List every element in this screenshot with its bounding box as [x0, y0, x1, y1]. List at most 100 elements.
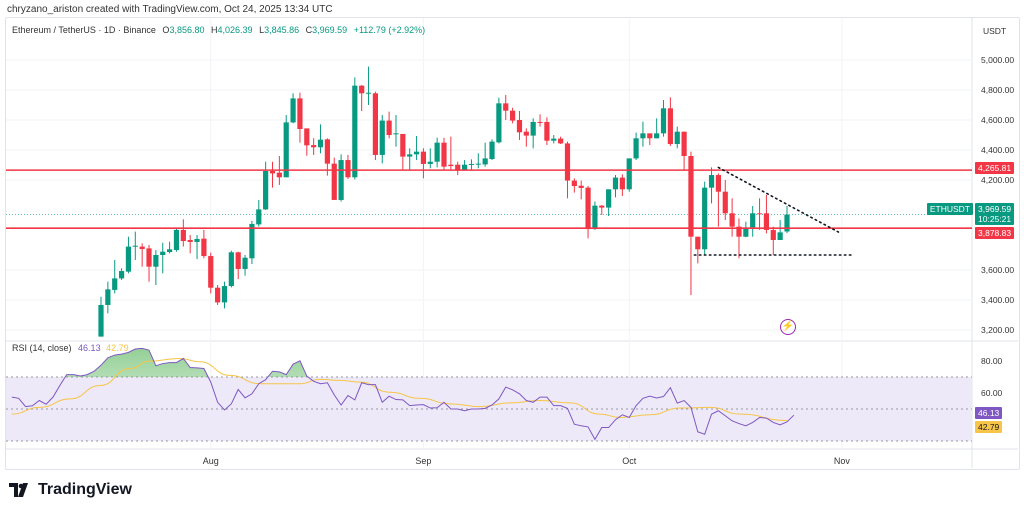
- candle-body: [722, 191, 728, 214]
- candle: [448, 136, 454, 170]
- candle: [400, 133, 406, 170]
- candle: [256, 199, 262, 227]
- candle-body: [407, 154, 413, 157]
- candles: [98, 66, 790, 337]
- candle-body: [146, 248, 152, 267]
- candle: [633, 132, 639, 161]
- candle-body: [420, 151, 427, 164]
- candle-body: [153, 255, 159, 267]
- candle: [777, 220, 783, 240]
- month-label: Oct: [622, 456, 637, 466]
- candle-body: [475, 163, 481, 165]
- candle-body: [461, 164, 468, 170]
- low-label: L: [259, 25, 265, 35]
- candle: [413, 136, 420, 161]
- candle-body: [173, 229, 180, 251]
- candle-body: [585, 187, 591, 230]
- candle: [427, 148, 433, 169]
- candle: [592, 201, 598, 230]
- candle-body: [756, 213, 763, 215]
- candle-body: [201, 238, 207, 257]
- candle-body: [777, 232, 783, 240]
- candle-body: [187, 240, 193, 242]
- candle-body: [297, 98, 303, 129]
- high-label: H: [211, 25, 218, 35]
- rsi-overbought-fill: [11, 348, 794, 377]
- candle-body: [626, 158, 632, 190]
- candle: [331, 157, 337, 200]
- candle: [407, 148, 413, 170]
- change-value: +112.79 (+2.92%): [353, 25, 426, 35]
- candle-body: [660, 108, 667, 134]
- candle: [187, 235, 193, 254]
- candle-body: [681, 131, 687, 156]
- candle-body: [482, 158, 488, 165]
- candle-body: [523, 131, 529, 136]
- candle: [194, 235, 200, 260]
- rsi-ma-value-tag: 42.79: [975, 421, 1003, 433]
- brand-name: TradingView: [38, 481, 132, 498]
- candle: [208, 252, 214, 294]
- candle-body: [221, 286, 228, 303]
- rsi-legend: RSI (14, close) 46.13 42.79: [12, 343, 129, 353]
- candle-body: [338, 160, 344, 200]
- symbol-tag: ETHUSDT: [926, 203, 973, 215]
- rsi-title: RSI (14, close): [12, 343, 72, 353]
- candle: [118, 268, 125, 281]
- rsi-ma-line: [11, 357, 788, 422]
- candle: [304, 128, 310, 156]
- candle-body: [105, 289, 111, 305]
- candle-body: [242, 257, 248, 269]
- candle: [112, 259, 118, 294]
- lightning-alert-icon[interactable]: ⚡: [780, 319, 796, 335]
- candle-body: [304, 128, 310, 146]
- candle: [125, 236, 132, 274]
- resistance-level-tag: 4,265.81: [975, 162, 1015, 174]
- tradingview-logo[interactable]: TradingView: [9, 481, 132, 499]
- chart-credit: chryzano_ariston created with TradingVie…: [7, 4, 333, 15]
- candle: [441, 137, 447, 170]
- candle: [461, 160, 468, 171]
- candle: [722, 180, 728, 221]
- candle: [674, 126, 680, 149]
- candle: [496, 97, 502, 144]
- candle: [612, 175, 619, 198]
- candle: [269, 161, 276, 188]
- currency-label[interactable]: USDT: [983, 26, 1007, 36]
- candle: [455, 161, 461, 176]
- candle: [667, 97, 673, 146]
- candle-body: [359, 85, 365, 94]
- candle: [379, 115, 385, 164]
- candle-body: [139, 246, 145, 249]
- candle: [695, 236, 701, 264]
- candle-body: [434, 142, 440, 162]
- candle-body: [427, 161, 433, 164]
- candle: [98, 296, 104, 337]
- month-label: Sep: [415, 456, 432, 466]
- candle: [660, 100, 667, 137]
- symbol-title: Ethereum / TetherUS · 1D · Binance: [12, 25, 156, 35]
- candle: [743, 221, 749, 238]
- candle-body: [633, 138, 639, 159]
- candle-body: [558, 138, 564, 144]
- candle: [599, 205, 605, 215]
- month-label: Aug: [202, 456, 219, 466]
- price-tick: 4,800.00: [981, 85, 1015, 95]
- last-price-tag: 3,969.59 10:25:21: [975, 203, 1015, 225]
- candle-body: [215, 287, 221, 303]
- price-tick: 5,000.00: [981, 55, 1015, 65]
- candle: [215, 285, 221, 305]
- candle-body: [674, 131, 680, 144]
- candle-body: [688, 156, 694, 237]
- candle: [345, 154, 351, 179]
- candle-body: [352, 85, 358, 178]
- candle-body: [784, 214, 790, 232]
- candle: [578, 180, 584, 200]
- candle-body: [235, 252, 241, 269]
- candle: [654, 118, 660, 139]
- candle: [544, 117, 550, 146]
- candle: [715, 173, 721, 227]
- candle: [729, 198, 735, 237]
- candle: [235, 251, 241, 279]
